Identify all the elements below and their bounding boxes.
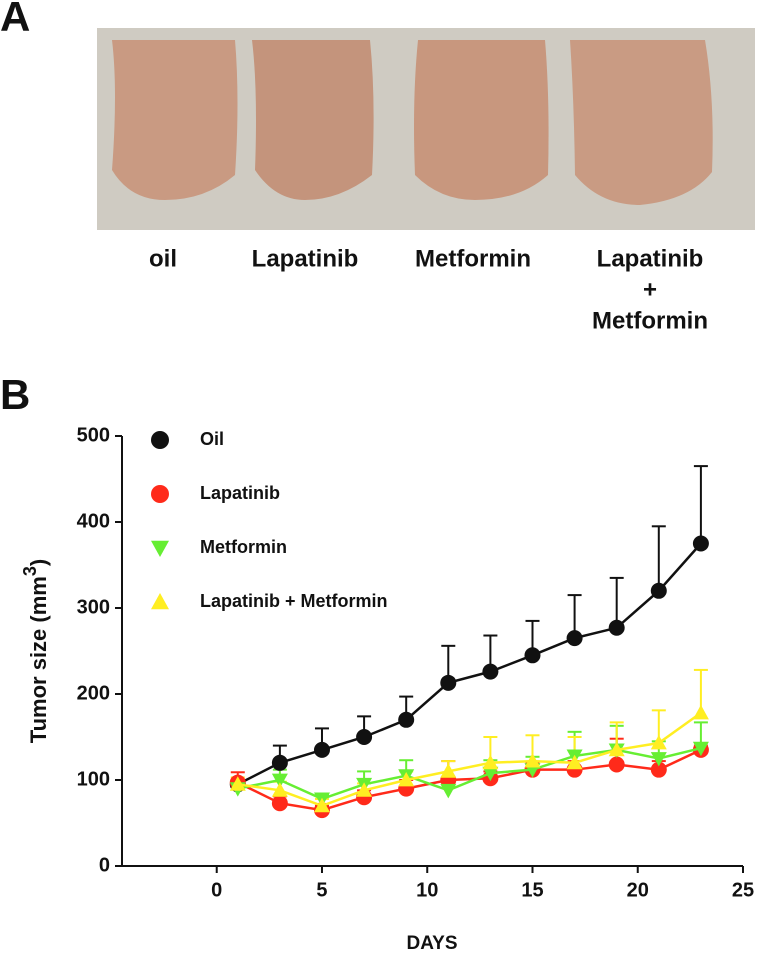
y-tick-label: 500 <box>77 424 110 446</box>
photo-label: Metformin <box>592 307 708 334</box>
photo-label: Lapatinib <box>597 245 704 272</box>
marker <box>650 582 667 599</box>
marker <box>566 754 583 770</box>
marker <box>650 735 667 750</box>
x-tick-label: 15 <box>521 879 543 901</box>
legend-label: Oil <box>200 429 224 449</box>
mouse <box>414 40 549 200</box>
marker <box>650 761 667 778</box>
legend-label: Lapatinib + Metformin <box>200 591 388 611</box>
marker <box>356 782 373 797</box>
mouse <box>112 40 238 200</box>
marker <box>482 663 499 680</box>
y-axis-label: Tumor size (mm3) <box>20 559 51 743</box>
marker <box>440 674 457 691</box>
marker <box>271 782 288 797</box>
y-axis-label-part: Tumor size (mm <box>26 576 51 743</box>
marker <box>271 795 288 812</box>
legend-label: Metformin <box>200 537 287 557</box>
legend-marker <box>151 431 169 449</box>
marker <box>566 630 583 647</box>
marker <box>313 797 330 813</box>
photo-label: Metformin <box>415 245 531 272</box>
marker <box>229 776 246 791</box>
x-tick-label: 0 <box>211 879 222 901</box>
marker <box>398 772 415 787</box>
marker <box>608 741 625 757</box>
marker <box>440 763 457 778</box>
y-tick-label: 0 <box>99 854 110 876</box>
marker <box>313 741 330 758</box>
marker <box>608 619 625 636</box>
y-axis-label-part: 3 <box>20 566 40 576</box>
x-tick-label: 20 <box>627 879 649 901</box>
x-tick-label: 10 <box>416 879 438 901</box>
y-axis-label-part: ) <box>26 559 51 566</box>
marker <box>440 783 457 799</box>
legend-marker <box>151 485 169 503</box>
series-line <box>237 746 702 801</box>
legend-label: Lapatinib <box>200 483 280 503</box>
marker <box>608 756 625 773</box>
legend-marker <box>151 593 169 610</box>
x-tick-label: 25 <box>732 879 754 901</box>
panel-label: B <box>0 371 30 418</box>
x-axis-label: DAYS <box>406 933 457 954</box>
photo-label: + <box>643 276 657 303</box>
marker <box>692 741 709 757</box>
marker <box>482 754 499 770</box>
marker <box>692 704 709 720</box>
marker <box>271 754 288 771</box>
mouse <box>570 40 713 205</box>
mouse <box>252 40 374 200</box>
y-tick-label: 400 <box>77 510 110 532</box>
series-line <box>237 711 702 808</box>
y-tick-label: 100 <box>77 768 110 790</box>
marker <box>692 535 709 552</box>
marker <box>524 647 541 664</box>
marker <box>356 729 373 745</box>
y-tick-label: 300 <box>77 596 110 618</box>
marker <box>398 711 415 728</box>
marker <box>650 752 667 767</box>
marker <box>524 753 541 768</box>
photo <box>97 28 755 230</box>
marker <box>482 766 499 782</box>
photo-label: Lapatinib <box>252 245 359 272</box>
y-tick-label: 200 <box>77 682 110 704</box>
marker <box>271 773 288 788</box>
x-tick-label: 5 <box>316 879 327 901</box>
photo-label: oil <box>149 245 177 272</box>
panel-label: A <box>0 0 30 40</box>
legend-marker <box>151 540 169 557</box>
